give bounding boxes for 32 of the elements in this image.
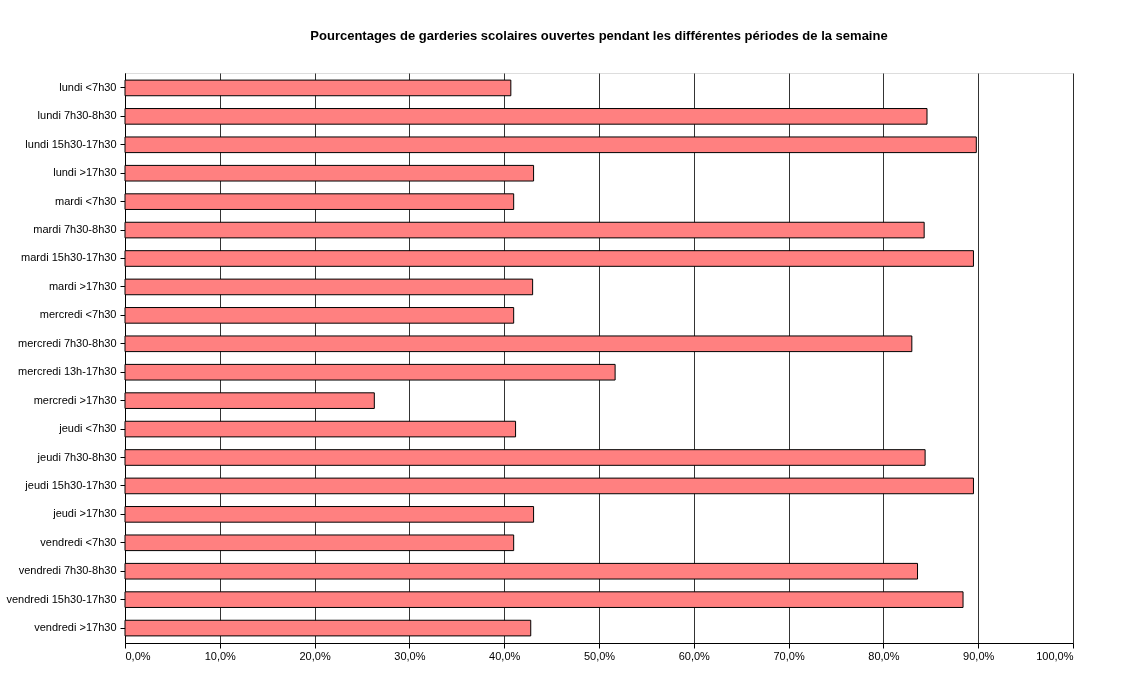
y-tick-label: jeudi 15h30-17h30 — [24, 478, 117, 491]
y-tick-label: lundi 15h30-17h30 — [25, 137, 117, 150]
x-tick-label: 10,0% — [204, 649, 237, 662]
y-tick-label: jeudi <7h30 — [58, 422, 117, 435]
y-tick-label: lundi 7h30-8h30 — [37, 109, 117, 122]
y-tick-label: jeudi >17h30 — [52, 507, 117, 520]
y-tick-label: mardi 7h30-8h30 — [33, 223, 117, 236]
x-tick-label: 50,0% — [583, 649, 616, 662]
y-tick-label: vendredi >17h30 — [34, 621, 117, 634]
y-tick-label: mercredi <7h30 — [39, 308, 117, 321]
x-tick-label: 0,0% — [125, 649, 151, 662]
y-tick-label: jeudi 7h30-8h30 — [36, 450, 117, 463]
y-tick-label: mardi 15h30-17h30 — [21, 251, 117, 264]
y-tick-label: vendredi <7h30 — [40, 535, 117, 548]
x-tick-label: 80,0% — [868, 649, 900, 662]
y-tick-label: mercredi 7h30-8h30 — [18, 336, 117, 349]
x-tick-label: 70,0% — [773, 649, 805, 662]
y-tick-label: vendredi 7h30-8h30 — [18, 564, 117, 577]
y-tick-label: mercredi >17h30 — [33, 393, 117, 406]
x-tick-label: 90,0% — [963, 649, 995, 662]
x-tick-label: 100,0% — [1036, 649, 1074, 662]
chart-title: Pourcentages de garderies scolaires ouvertes pendant les différentes périodes de la semaine — [310, 28, 888, 43]
x-tick-label: 60,0% — [678, 649, 711, 662]
y-tick-label: mercredi 13h-17h30 — [18, 365, 117, 378]
x-tick-label: 40,0% — [489, 649, 521, 662]
x-tick-label: 30,0% — [394, 649, 426, 662]
y-tick-label: lundi >17h30 — [53, 166, 117, 179]
x-tick-label: 20,0% — [299, 649, 331, 662]
y-tick-label: vendredi 15h30-17h30 — [6, 592, 117, 605]
y-tick-label: lundi <7h30 — [59, 80, 117, 93]
y-tick-label: mardi >17h30 — [48, 279, 117, 292]
y-tick-label: mardi <7h30 — [55, 194, 117, 207]
